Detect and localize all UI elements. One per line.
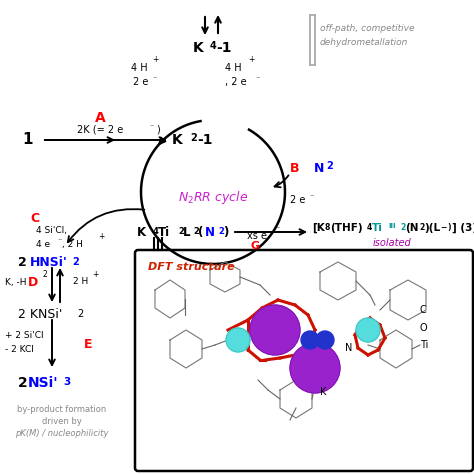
Text: G: G [250, 241, 260, 251]
Text: $\it{N_2}$$\it{RR}$ $\it{cycle}$: $\it{N_2}$$\it{RR}$ $\it{cycle}$ [178, 189, 248, 206]
Text: ⁻: ⁻ [152, 74, 156, 83]
Text: [K: [K [312, 223, 325, 233]
Text: 2: 2 [18, 376, 33, 390]
Text: −: − [440, 223, 447, 232]
Text: ⁻: ⁻ [309, 192, 313, 201]
Text: 1: 1 [23, 133, 33, 147]
Text: - 2 KCl: - 2 KCl [5, 346, 34, 355]
Text: NSi': NSi' [28, 376, 59, 390]
Circle shape [301, 331, 319, 349]
Text: 8: 8 [325, 223, 330, 232]
Text: ): ) [447, 223, 450, 232]
Text: 2: 2 [190, 133, 197, 143]
Text: Ti: Ti [420, 340, 428, 350]
Text: 2: 2 [178, 227, 184, 236]
Text: ): ) [223, 226, 228, 238]
Text: ⁻: ⁻ [57, 237, 61, 246]
Text: , 2 e: , 2 e [225, 77, 246, 87]
Text: 2: 2 [18, 256, 31, 270]
Text: + 2 Si'Cl: + 2 Si'Cl [5, 330, 44, 339]
Text: 2: 2 [72, 257, 79, 267]
Text: 2: 2 [400, 223, 405, 232]
Text: K, -H: K, -H [5, 277, 27, 286]
Circle shape [316, 331, 334, 349]
Text: (: ( [198, 226, 203, 238]
Text: ] (3): ] (3) [452, 223, 474, 233]
Text: +: + [152, 55, 158, 64]
Text: C: C [420, 305, 427, 315]
Text: DFT structure: DFT structure [148, 262, 235, 272]
Text: xs e: xs e [247, 231, 267, 241]
Text: Ti: Ti [158, 226, 170, 238]
Text: K: K [172, 133, 183, 147]
Text: +: + [98, 232, 104, 241]
Text: Ti: Ti [372, 223, 383, 233]
Text: K: K [137, 226, 146, 238]
Text: 2 e: 2 e [290, 195, 305, 205]
Text: C: C [30, 211, 39, 225]
Text: 2K (= 2 e: 2K (= 2 e [77, 125, 123, 135]
Text: 2: 2 [419, 223, 424, 232]
Text: O: O [420, 323, 428, 333]
Text: HNSi': HNSi' [30, 256, 68, 270]
Text: +: + [248, 55, 255, 64]
Text: B: B [290, 162, 300, 174]
Text: K: K [320, 387, 327, 397]
Text: 2: 2 [77, 309, 83, 319]
Circle shape [356, 318, 380, 342]
Text: ⁻: ⁻ [150, 122, 154, 131]
Text: L: L [183, 226, 191, 238]
Text: 4 e: 4 e [36, 239, 50, 248]
FancyBboxPatch shape [135, 250, 473, 471]
Text: N: N [345, 343, 352, 353]
Text: 2 KNSi': 2 KNSi' [18, 309, 63, 321]
Circle shape [250, 305, 300, 355]
Text: 2 H: 2 H [73, 277, 88, 286]
Text: isolated: isolated [373, 238, 411, 248]
Text: 2: 2 [193, 227, 199, 236]
Text: (THF): (THF) [330, 223, 363, 233]
Text: -1: -1 [216, 41, 231, 55]
Text: N: N [314, 162, 324, 174]
Text: (N: (N [405, 223, 419, 233]
Text: by-product formation: by-product formation [18, 405, 107, 414]
Text: E: E [84, 337, 92, 350]
Text: 2: 2 [326, 161, 333, 171]
Text: 4 H: 4 H [225, 63, 242, 73]
Text: driven by: driven by [42, 418, 82, 427]
Text: +: + [92, 270, 99, 279]
Text: -1: -1 [197, 133, 212, 147]
Text: K: K [193, 41, 204, 55]
Text: N: N [205, 226, 215, 238]
Text: ⁻: ⁻ [275, 224, 279, 233]
Text: 4: 4 [153, 227, 159, 236]
Text: III: III [388, 223, 395, 229]
Text: 2: 2 [218, 227, 224, 236]
Text: 3: 3 [63, 377, 70, 387]
Text: 2 e: 2 e [133, 77, 148, 87]
Text: pK(M) / nucleophilicity: pK(M) / nucleophilicity [15, 429, 109, 438]
Text: , 2 H: , 2 H [62, 239, 83, 248]
Text: A: A [95, 111, 105, 125]
Text: dehydrometallation: dehydrometallation [320, 37, 409, 46]
Text: 4: 4 [210, 41, 217, 51]
Circle shape [290, 343, 340, 393]
Text: off-path, competitive: off-path, competitive [320, 24, 414, 33]
Text: 4 H: 4 H [131, 63, 148, 73]
Text: 2: 2 [43, 270, 48, 279]
Text: )(L: )(L [424, 223, 440, 233]
Text: 4: 4 [367, 223, 372, 232]
Text: 4 Si'Cl,: 4 Si'Cl, [36, 226, 67, 235]
Circle shape [226, 328, 250, 352]
Text: ): ) [156, 125, 160, 135]
Text: ⁻: ⁻ [255, 74, 259, 83]
Text: D: D [28, 275, 38, 289]
